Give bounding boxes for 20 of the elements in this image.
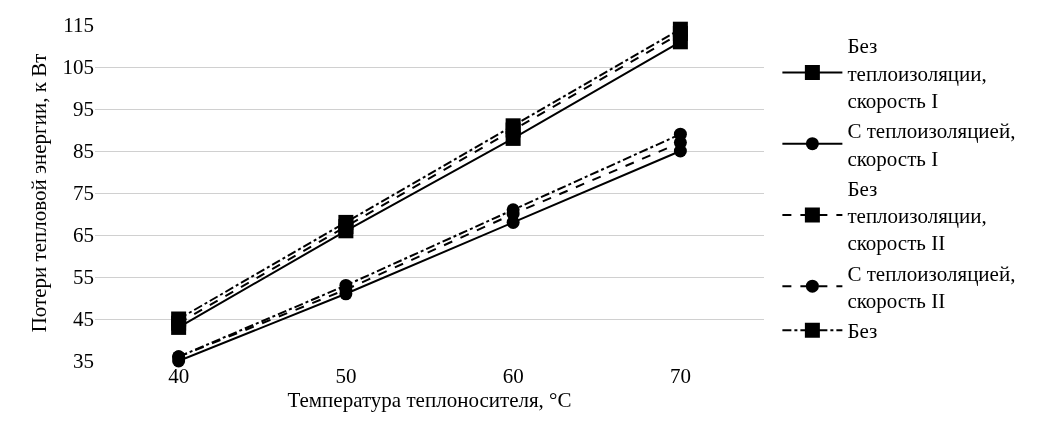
x-tick-label: 40 [168, 364, 190, 388]
legend-label: Без теплоизоляции, скорость II [847, 176, 987, 256]
y-tick-label: 75 [73, 181, 94, 206]
y-tick-label: 85 [73, 139, 94, 164]
y-tick-label: 45 [73, 307, 94, 332]
y-tick-label: 35 [73, 349, 94, 374]
x-tick-label: 60 [502, 364, 524, 388]
y-tick-label: 105 [62, 55, 94, 80]
legend-label: С теплоизоляцией, скорость I [847, 119, 1016, 171]
y-tick-label: 115 [63, 13, 94, 38]
y-tick-label: 55 [73, 265, 94, 290]
legend-label: Без [847, 319, 878, 344]
legend-label: Без теплоизоляции, скорость I [847, 34, 987, 113]
y-tick-label: 95 [73, 97, 94, 122]
x-tick-label: 50 [335, 364, 357, 388]
legend-label: С теплоизоляцией, скорость II [847, 261, 1016, 314]
y-tick-label: 65 [73, 223, 94, 248]
y-axis-title: Потери тепловой энергии, к Вт [26, 53, 51, 333]
x-axis-title: Температура теплоносителя, °C [287, 388, 572, 412]
x-tick-label: 70 [669, 364, 691, 388]
